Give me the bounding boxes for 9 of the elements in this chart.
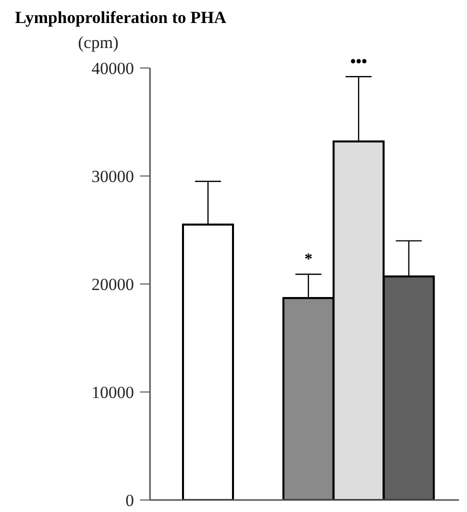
y-tick-label: 40000 (92, 59, 134, 78)
y-axis-title: (cpm) (78, 33, 119, 53)
y-tick-label: 20000 (92, 275, 134, 294)
annotation: ••• (350, 53, 368, 70)
y-tick-label: 30000 (92, 167, 134, 186)
chart-title: Lymphoproliferation to PHA (15, 8, 226, 28)
y-tick-label: 10000 (92, 383, 134, 402)
y-tick-label: 0 (126, 491, 134, 510)
annotation: * (304, 250, 312, 268)
